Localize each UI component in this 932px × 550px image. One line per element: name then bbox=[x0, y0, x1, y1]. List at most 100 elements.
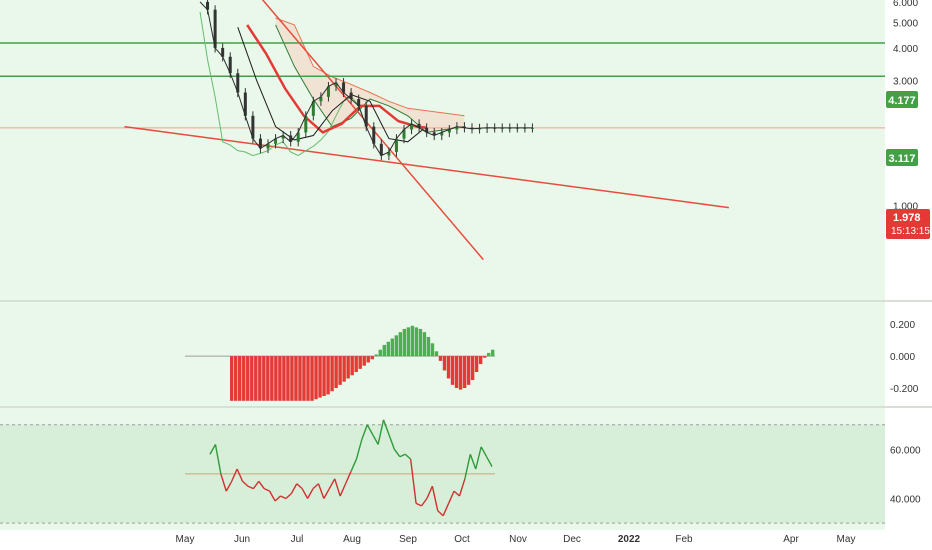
price-axis-ticks[interactable]: 6.000 5.000 4.000 3.000 1.000 bbox=[893, 0, 918, 212]
oscillator-bar bbox=[234, 356, 238, 401]
candle-body bbox=[349, 92, 353, 100]
oscillator-pane-background bbox=[0, 302, 885, 406]
oscillator-bar bbox=[402, 328, 407, 357]
oscillator-bar bbox=[230, 356, 234, 401]
rsi-segment bbox=[280, 495, 287, 500]
time-tick-label: Feb bbox=[675, 534, 693, 545]
rsi-segment bbox=[214, 444, 222, 475]
rsi-segment bbox=[431, 486, 439, 511]
oscillator-bar bbox=[290, 356, 294, 401]
rsi-segment bbox=[296, 483, 303, 490]
candle-body bbox=[228, 56, 232, 74]
candle-body bbox=[281, 135, 285, 139]
candle-body bbox=[326, 86, 330, 97]
price-line bbox=[199, 1, 533, 157]
candle-body bbox=[221, 47, 225, 57]
candle-body bbox=[440, 132, 444, 136]
oscillator-bar bbox=[350, 356, 354, 376]
oscillator-bar bbox=[238, 356, 242, 401]
oscillator-bar bbox=[422, 332, 427, 357]
horizontal-levels[interactable] bbox=[0, 42, 885, 129]
oscillator-bar bbox=[394, 335, 399, 357]
oscillator-bar bbox=[470, 356, 475, 381]
rsi-segment bbox=[409, 459, 417, 504]
level-label-2-box bbox=[886, 149, 918, 166]
time-tick-label: Dec bbox=[563, 534, 581, 545]
oscillator-bar bbox=[270, 356, 274, 401]
time-tick-label: Apr bbox=[783, 534, 799, 545]
oscillator-bar bbox=[318, 356, 322, 398]
oscillator-bar bbox=[450, 356, 455, 385]
oscillator-histogram: 0.200 0.000 -0.200 bbox=[185, 320, 919, 401]
trendlines[interactable] bbox=[124, 0, 729, 261]
rsi-segment bbox=[480, 446, 488, 458]
rsi-segment bbox=[307, 488, 314, 499]
candle-body bbox=[251, 115, 255, 139]
time-axis-ticks[interactable]: May Jun Jul Aug Sep Oct Nov Dec 2022 Feb Apr May bbox=[176, 534, 856, 545]
oscillator-bar bbox=[282, 356, 286, 401]
candle-body bbox=[289, 135, 293, 142]
oscillator-bar bbox=[262, 356, 266, 401]
oscillator-bar bbox=[278, 356, 282, 401]
candle-body bbox=[206, 1, 210, 10]
rsi-segment bbox=[420, 498, 428, 507]
oscillator-bar bbox=[390, 338, 395, 357]
oscillator-tick-label: -0.200 bbox=[890, 384, 919, 395]
oscillator-tick-label: 0.000 bbox=[890, 352, 915, 363]
price-axis-labels: 4.177 3.117 1.978 15:13:15 bbox=[886, 91, 930, 239]
bar-countdown-label: 15:13:15 bbox=[891, 226, 930, 237]
oscillator-bar bbox=[254, 356, 258, 401]
time-tick-label: Jun bbox=[234, 534, 250, 545]
oscillator-bar bbox=[486, 352, 491, 357]
rsi-segment bbox=[464, 454, 471, 479]
candle-body bbox=[394, 138, 398, 152]
oscillator-bar bbox=[266, 356, 270, 401]
rsi-segment bbox=[404, 453, 412, 460]
rsi-tick-label: 40.000 bbox=[890, 495, 921, 506]
candle-body bbox=[311, 101, 315, 116]
time-tick-label: Jul bbox=[291, 534, 304, 545]
time-tick-label: Aug bbox=[343, 534, 361, 545]
oscillator-bar bbox=[298, 356, 302, 401]
oscillator-bar bbox=[370, 356, 374, 360]
rsi-segment bbox=[437, 510, 444, 517]
oscillator-bar bbox=[478, 356, 483, 365]
oscillator-bar bbox=[338, 356, 342, 385]
oscillator-bar bbox=[242, 356, 246, 401]
oscillator-tick-label: 0.200 bbox=[890, 320, 915, 331]
rsi-segment bbox=[285, 493, 292, 500]
oscillator-bar bbox=[286, 356, 290, 401]
candle-body bbox=[372, 126, 376, 144]
rsi-segment bbox=[415, 502, 422, 507]
oscillator-bar bbox=[294, 356, 298, 401]
oscillator-bar bbox=[462, 356, 467, 389]
level-label-2: 3.117 bbox=[889, 153, 916, 165]
oscillator-bar bbox=[414, 327, 419, 357]
candle-body bbox=[364, 105, 368, 127]
candle-body bbox=[258, 138, 262, 149]
rsi-segment bbox=[485, 456, 493, 467]
candle-body bbox=[470, 127, 474, 129]
rsi-segment bbox=[447, 490, 455, 504]
oscillator-bar bbox=[482, 356, 487, 358]
oscillator-bar bbox=[382, 344, 386, 357]
rsi-segment bbox=[242, 480, 249, 487]
rsi-segment bbox=[323, 488, 330, 499]
rsi-segment bbox=[263, 488, 270, 492]
oscillator-bar bbox=[410, 325, 415, 357]
oscillator-bar bbox=[386, 341, 391, 357]
rsi-segment bbox=[339, 483, 347, 497]
candle-body bbox=[334, 82, 338, 87]
candle-body bbox=[266, 143, 270, 149]
oscillator-bar bbox=[314, 356, 318, 400]
oscillator-bar bbox=[362, 356, 366, 366]
rsi-segment bbox=[372, 434, 379, 445]
time-tick-label: Oct bbox=[454, 534, 470, 545]
support-trendline bbox=[124, 125, 729, 209]
oscillator-bar bbox=[246, 356, 250, 401]
rsi-segment bbox=[393, 448, 401, 458]
rsi-segment bbox=[388, 434, 396, 450]
rsi-segment bbox=[225, 480, 233, 492]
oscillator-bar bbox=[326, 356, 330, 395]
